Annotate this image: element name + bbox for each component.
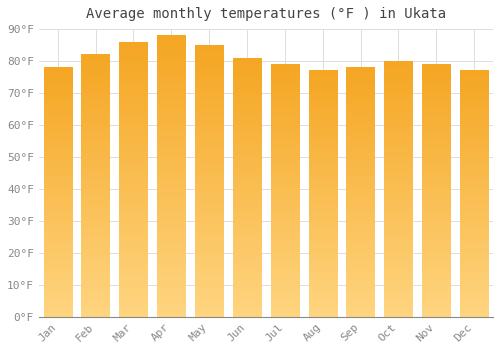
Title: Average monthly temperatures (°F ) in Ukata: Average monthly temperatures (°F ) in Uk… — [86, 7, 446, 21]
